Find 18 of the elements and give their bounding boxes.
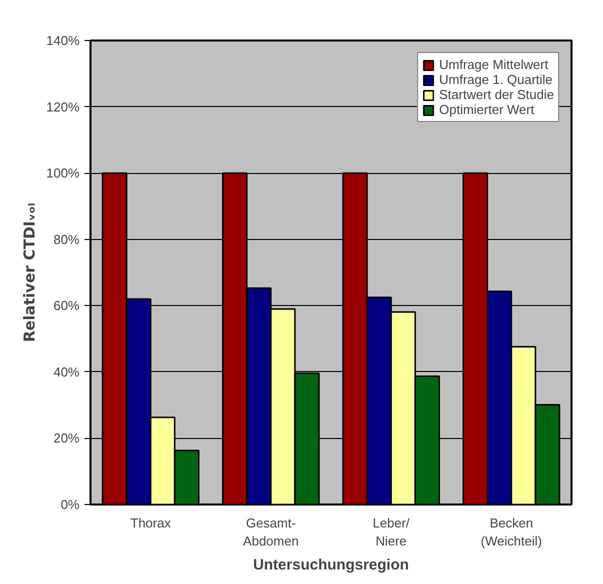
y-tick-label: 60% bbox=[53, 298, 80, 314]
y-tick-label: 20% bbox=[53, 430, 80, 446]
legend-label: Umfrage Mittelwert bbox=[439, 57, 548, 72]
legend-label: Startwert der Studie bbox=[439, 87, 554, 102]
y-tick-label: 80% bbox=[53, 232, 80, 247]
x-tick-label: Becken (Weichteil) bbox=[480, 516, 542, 548]
x-axis-title: Untersuchungsregion bbox=[253, 556, 409, 574]
y-tick-label: 120% bbox=[46, 99, 80, 114]
x-tick-label: Leber/ Niere bbox=[372, 516, 410, 548]
x-tick-label: Gesamt- Abdomen bbox=[243, 516, 299, 548]
legend-label: Umfrage 1. Quartile bbox=[439, 72, 553, 87]
y-tick-label: 140% bbox=[46, 33, 80, 48]
y-tick-label: 100% bbox=[46, 166, 80, 181]
legend-label: Optimierter Wert bbox=[439, 102, 534, 117]
y-tick-label: 0% bbox=[60, 497, 80, 512]
y-tick-label: 40% bbox=[53, 364, 80, 380]
x-tick-label: Thorax bbox=[130, 516, 172, 530]
y-axis-title: Relativer CTDIᵥₒₗ bbox=[20, 202, 38, 342]
